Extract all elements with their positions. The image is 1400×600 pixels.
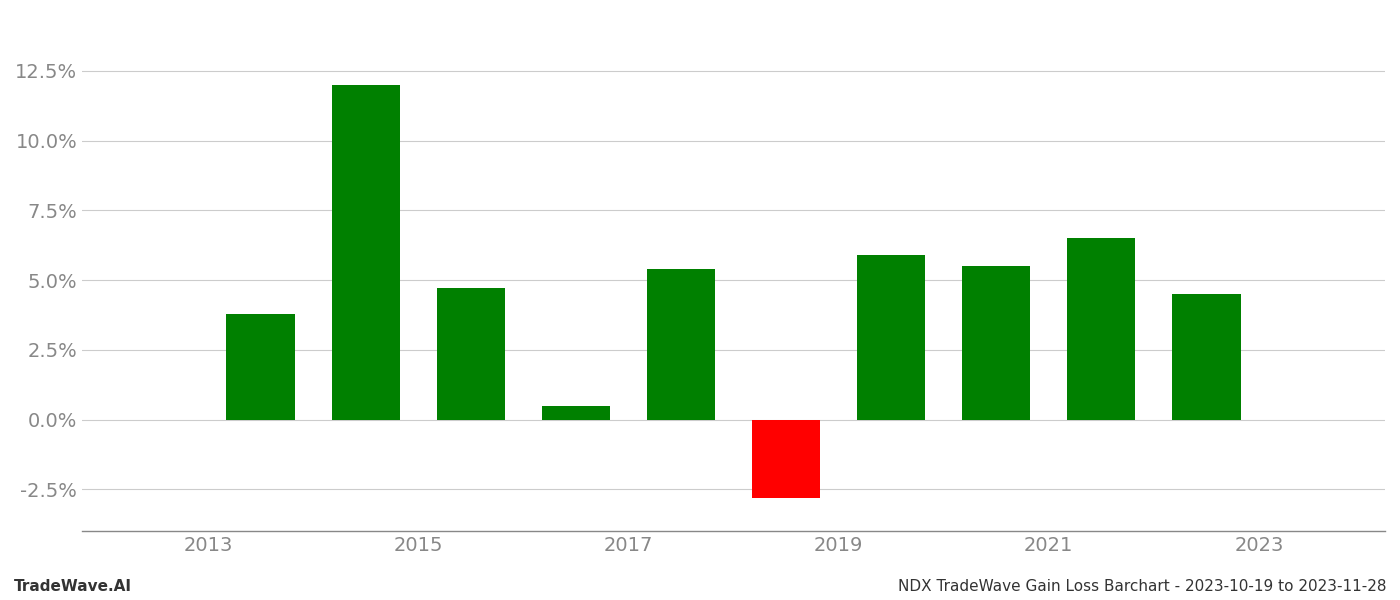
Bar — [647, 269, 715, 419]
Bar — [437, 289, 505, 419]
Bar — [962, 266, 1030, 419]
Bar — [227, 314, 295, 419]
Bar — [332, 85, 400, 419]
Bar — [857, 255, 925, 419]
Bar — [542, 406, 610, 419]
Text: NDX TradeWave Gain Loss Barchart - 2023-10-19 to 2023-11-28: NDX TradeWave Gain Loss Barchart - 2023-… — [897, 579, 1386, 594]
Text: TradeWave.AI: TradeWave.AI — [14, 579, 132, 594]
Bar — [1067, 238, 1135, 419]
Bar — [752, 419, 820, 497]
Bar — [1172, 294, 1240, 419]
